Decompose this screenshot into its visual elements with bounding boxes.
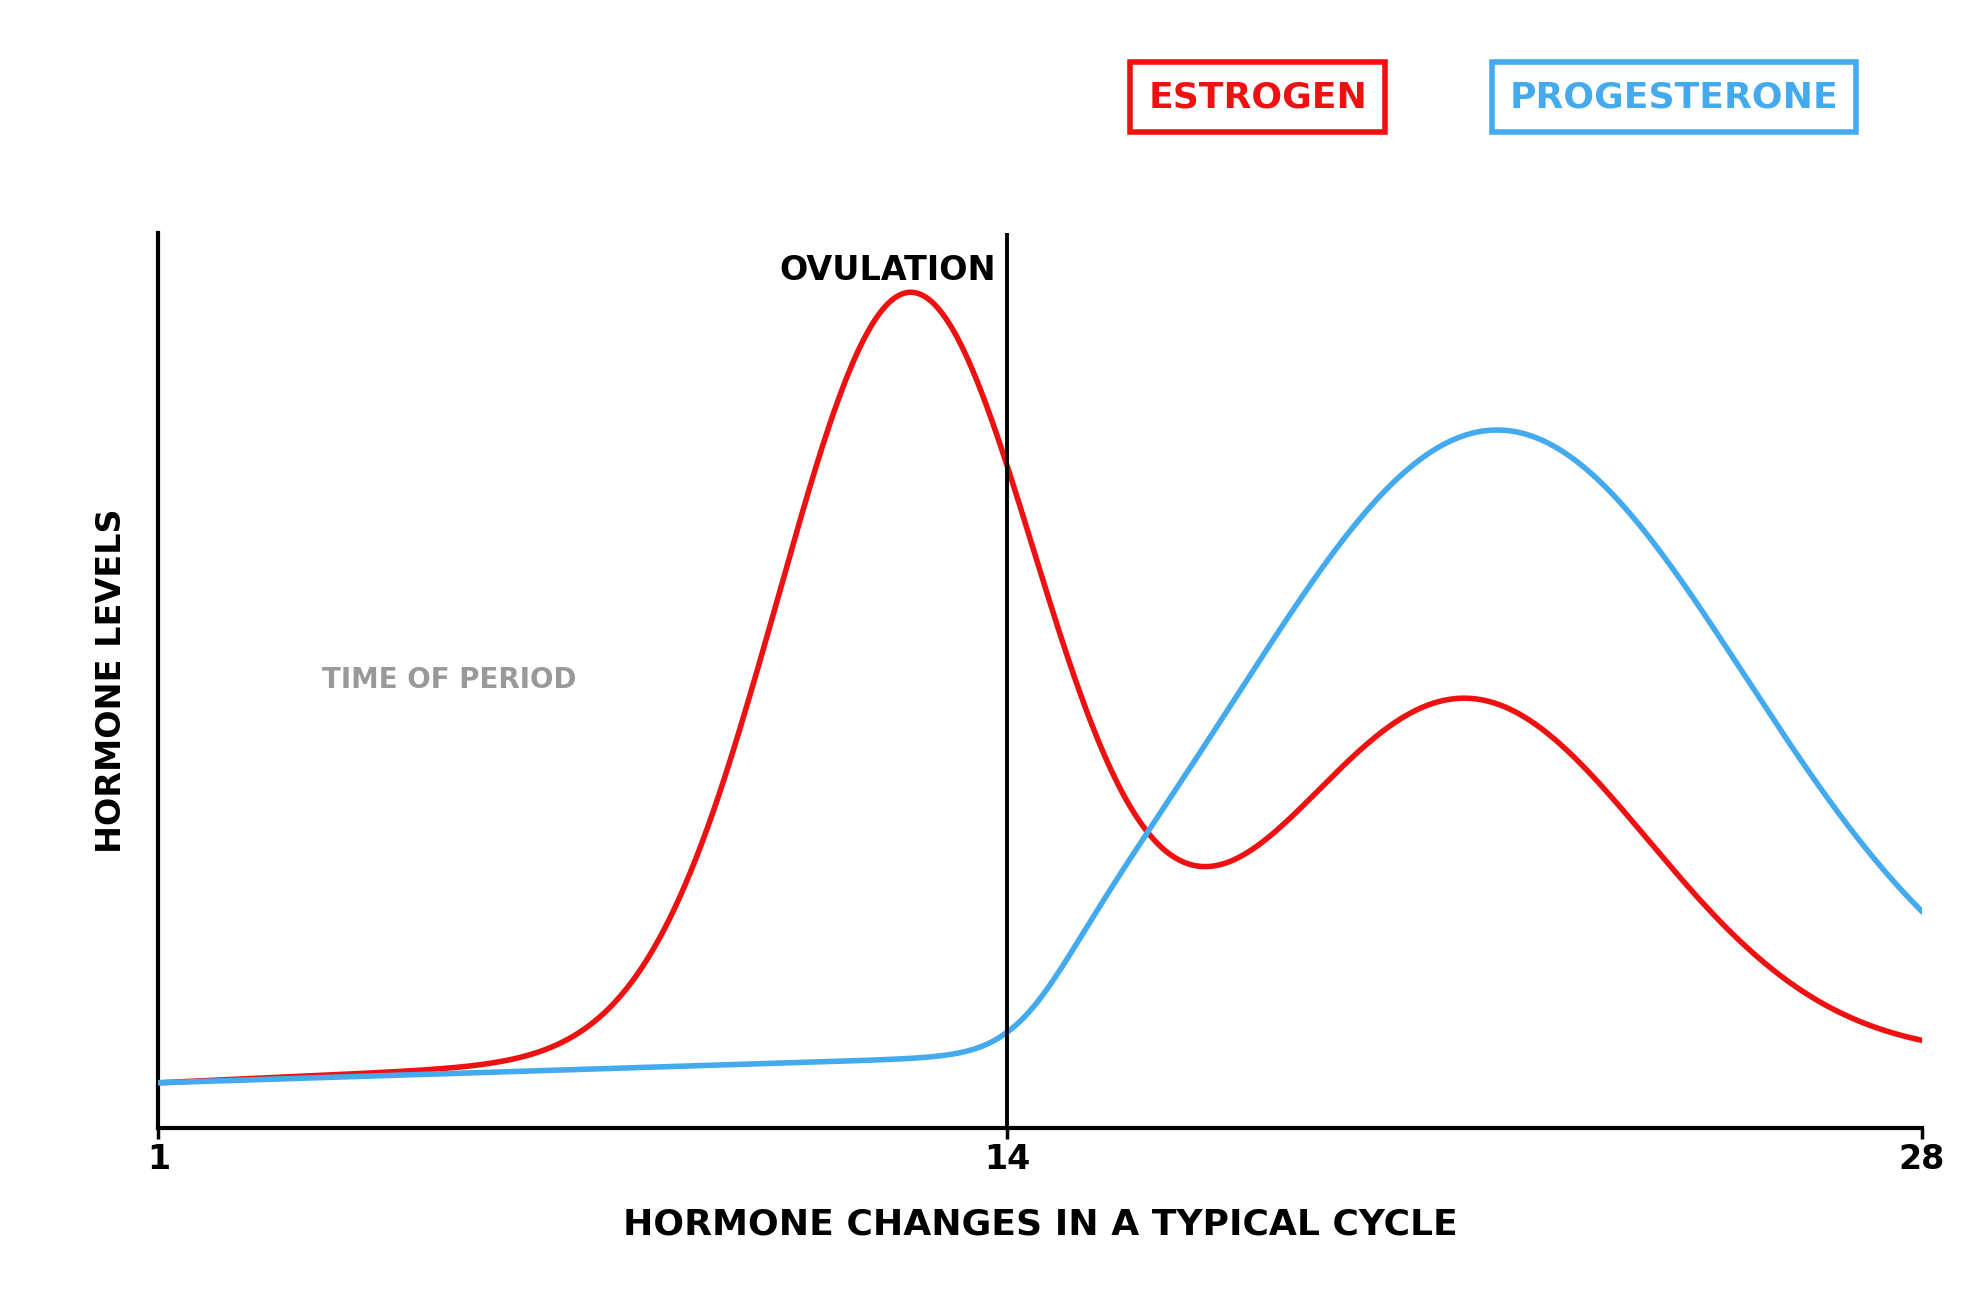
Text: OVULATION: OVULATION (780, 254, 996, 288)
Text: TIME OF PERIOD: TIME OF PERIOD (321, 666, 576, 695)
Text: PROGESTERONE: PROGESTERONE (1509, 80, 1837, 114)
Text: ESTROGEN: ESTROGEN (1148, 80, 1366, 114)
X-axis label: HORMONE CHANGES IN A TYPICAL CYCLE: HORMONE CHANGES IN A TYPICAL CYCLE (622, 1207, 1457, 1242)
Y-axis label: HORMONE LEVELS: HORMONE LEVELS (95, 508, 129, 853)
